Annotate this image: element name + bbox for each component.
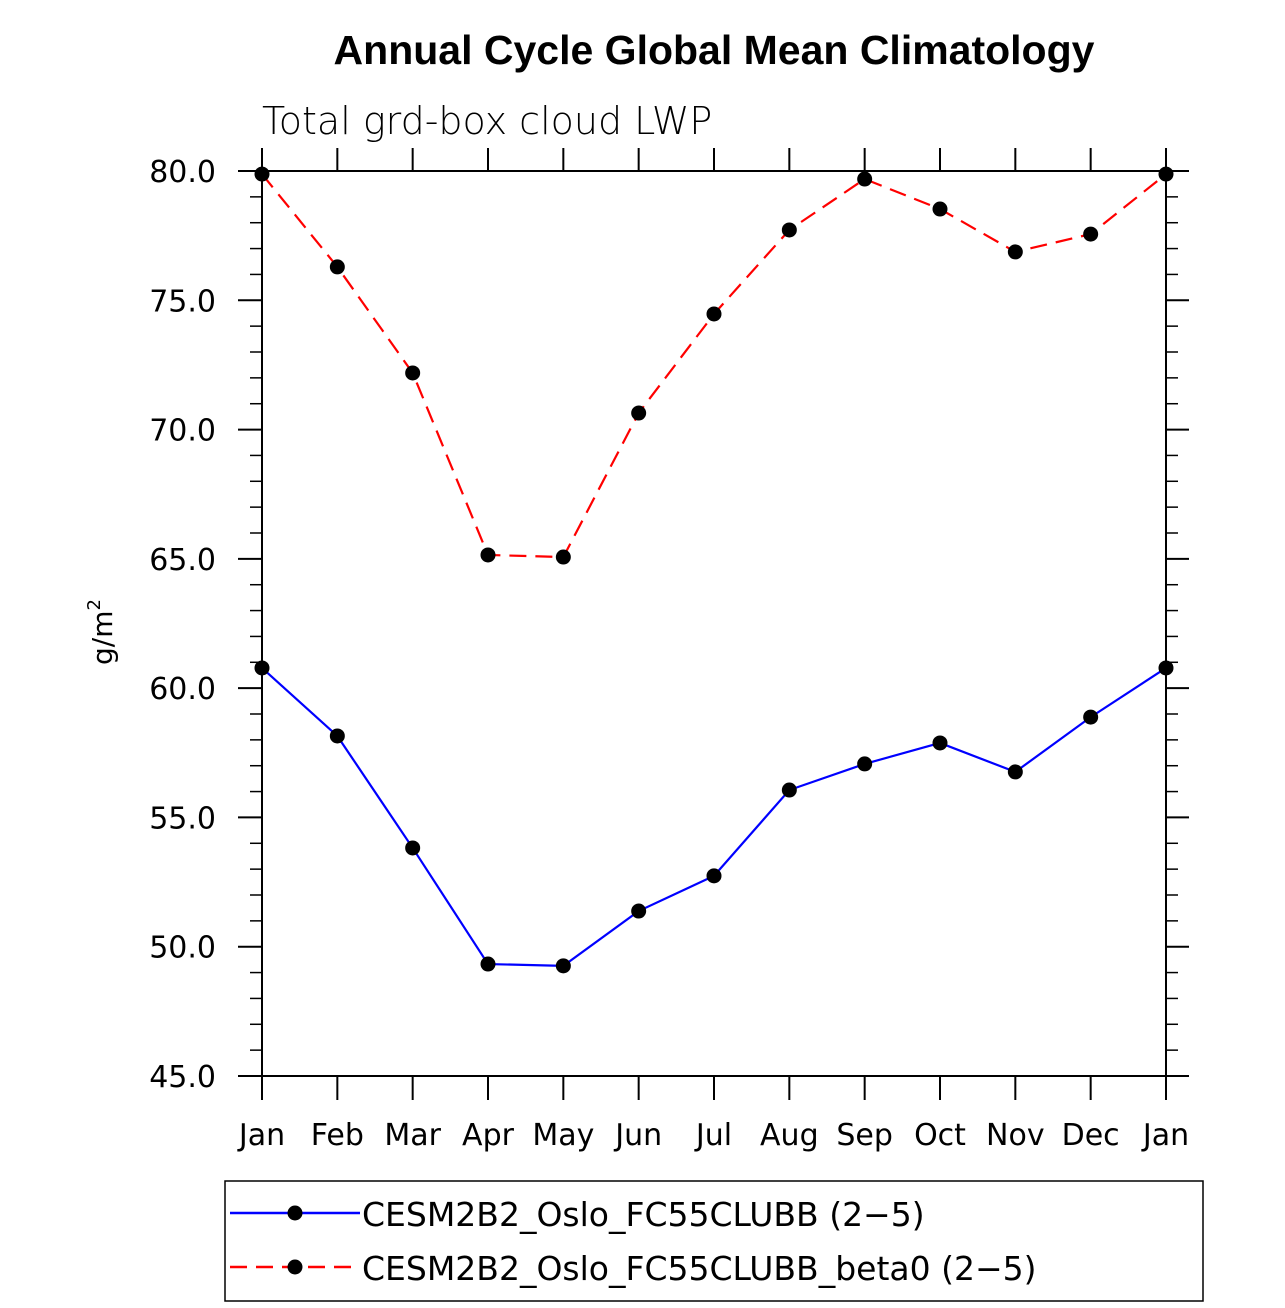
legend: CESM2B2_Oslo_FC55CLUBB (2−5) CESM2B2_Osl… <box>224 1180 1204 1302</box>
y-tick-label: 55.0 <box>149 801 216 836</box>
data-point <box>1007 764 1023 780</box>
data-point <box>254 660 270 676</box>
y-tick-label: 60.0 <box>149 672 216 707</box>
data-point <box>1007 244 1023 260</box>
data-point <box>857 171 873 187</box>
data-point <box>706 306 722 322</box>
y-axis-label-superscript: 2 <box>84 599 105 610</box>
data-point <box>631 405 647 421</box>
legend-item: CESM2B2_Oslo_FC55CLUBB (2−5) <box>230 1195 925 1234</box>
data-point <box>781 222 797 238</box>
data-point <box>1158 166 1174 182</box>
data-point <box>405 365 421 381</box>
legend-box <box>224 1180 1204 1302</box>
data-point <box>480 956 496 972</box>
x-tick-label: Oct <box>914 1118 966 1153</box>
legend-label: CESM2B2_Oslo_FC55CLUBB_beta0 (2−5) <box>362 1249 1037 1288</box>
y-tick-label: 50.0 <box>149 931 216 966</box>
data-point <box>932 735 948 751</box>
axes <box>238 148 1189 1100</box>
data-point <box>329 259 345 275</box>
x-tick-label: Jan <box>1141 1118 1189 1153</box>
x-tick-label: Mar <box>384 1118 441 1153</box>
y-tick-label: 75.0 <box>149 284 216 319</box>
data-point <box>405 840 421 856</box>
legend-label: CESM2B2_Oslo_FC55CLUBB (2−5) <box>362 1195 925 1234</box>
legend-item: CESM2B2_Oslo_FC55CLUBB_beta0 (2−5) <box>230 1249 1037 1288</box>
x-tick-label: Apr <box>462 1118 515 1153</box>
y-axis-label: g/m2 <box>84 599 119 665</box>
y-tick-labels: 45.0 50.0 55.0 60.0 65.0 70.0 75.0 80.0 <box>149 155 216 1095</box>
data-point <box>631 903 647 919</box>
y-tick-label: 45.0 <box>149 1060 216 1095</box>
data-point <box>706 868 722 884</box>
data-point <box>1083 709 1099 725</box>
legend-marker <box>287 1205 303 1221</box>
x-tick-label: Feb <box>311 1118 364 1153</box>
data-point <box>555 958 571 974</box>
data-point <box>932 201 948 217</box>
x-tick-label: Dec <box>1062 1118 1120 1153</box>
data-point <box>329 728 345 744</box>
x-tick-labels: Jan Feb Mar Apr May Jun Jul Aug Sep Oct Nov Dec Jan <box>237 1118 1189 1153</box>
legend-marker <box>287 1259 303 1275</box>
x-tick-label: Sep <box>836 1118 893 1153</box>
data-point <box>254 166 270 182</box>
data-point <box>857 756 873 772</box>
y-tick-label: 70.0 <box>149 414 216 449</box>
chart-subtitle: Total grd-box cloud LWP <box>262 99 712 143</box>
data-point <box>781 782 797 798</box>
data-point <box>1158 660 1174 676</box>
series-markers <box>254 166 1174 974</box>
series-line-0 <box>261 667 1167 967</box>
x-tick-label: Nov <box>986 1118 1045 1153</box>
x-tick-label: May <box>532 1118 594 1153</box>
data-point <box>480 547 496 563</box>
y-tick-label: 65.0 <box>149 543 216 578</box>
x-tick-label: Aug <box>760 1118 819 1153</box>
data-point <box>555 549 571 565</box>
x-tick-label: Jul <box>694 1118 732 1153</box>
x-tick-label: Jan <box>237 1118 285 1153</box>
chart-title: Annual Cycle Global Mean Climatology <box>334 27 1095 73</box>
data-point <box>1083 226 1099 242</box>
series-line-1 <box>261 173 1167 559</box>
series-lines <box>261 173 1167 967</box>
x-tick-label: Jun <box>613 1118 662 1153</box>
y-tick-label: 80.0 <box>149 155 216 190</box>
